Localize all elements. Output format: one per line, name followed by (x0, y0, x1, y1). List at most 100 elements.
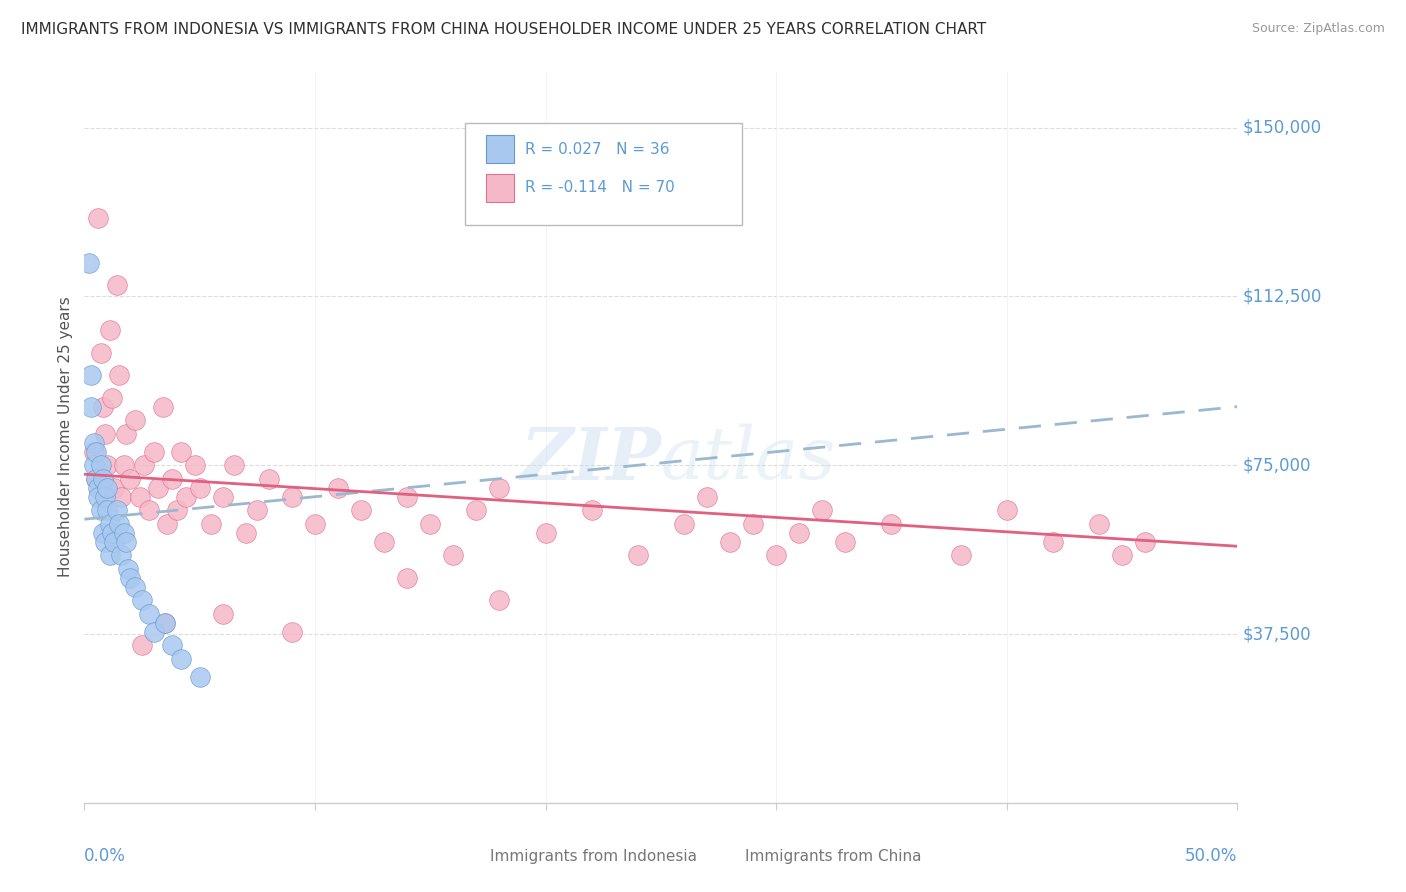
Point (211, 607, 233, 621)
Point (138, 607, 160, 621)
Point (995, 503, 1018, 517)
Point (124, 413, 146, 427)
Text: $112,500: $112,500 (1243, 287, 1323, 305)
Point (1088, 516, 1111, 531)
Point (373, 534, 395, 549)
Point (787, 525, 810, 540)
Point (188, 670, 211, 684)
Text: Source: ZipAtlas.com: Source: ZipAtlas.com (1251, 22, 1385, 36)
Point (77, 255, 100, 269)
Point (441, 548, 464, 562)
Point (83, 435, 105, 450)
FancyBboxPatch shape (485, 174, 515, 202)
Point (696, 490, 718, 504)
Text: atlas: atlas (661, 424, 837, 494)
FancyBboxPatch shape (465, 122, 741, 225)
Point (124, 580, 146, 594)
Text: 50.0%: 50.0% (1185, 847, 1237, 864)
Point (91, 525, 114, 540)
Point (96, 481, 118, 495)
Point (350, 503, 373, 517)
Point (1111, 548, 1133, 562)
Point (627, 548, 650, 562)
Point (160, 638, 183, 652)
Text: IMMIGRANTS FROM INDONESIA VS IMMIGRANTS FROM CHINA HOUSEHOLDER INCOME UNDER 25 Y: IMMIGRANTS FROM INDONESIA VS IMMIGRANTS … (21, 22, 987, 37)
Text: R = 0.027   N = 36: R = 0.027 N = 36 (524, 142, 669, 157)
Point (110, 490, 132, 504)
Point (80, 400, 103, 414)
Point (396, 490, 419, 504)
Point (89, 503, 111, 517)
Point (880, 516, 903, 531)
Point (120, 472, 142, 486)
Point (83, 444, 105, 458)
Point (534, 525, 557, 540)
Point (396, 571, 419, 585)
Point (112, 458, 135, 473)
Point (96, 458, 118, 473)
Point (811, 503, 834, 517)
Text: $150,000: $150,000 (1243, 119, 1322, 136)
Text: $37,500: $37,500 (1243, 625, 1312, 643)
Point (94, 490, 117, 504)
Point (765, 548, 787, 562)
Point (153, 615, 176, 630)
Point (246, 503, 269, 517)
Point (101, 525, 124, 540)
Point (120, 571, 142, 585)
Point (142, 624, 165, 639)
FancyBboxPatch shape (713, 846, 738, 867)
Point (98, 548, 121, 562)
Text: 0.0%: 0.0% (84, 847, 127, 864)
Point (103, 534, 125, 549)
Point (304, 516, 326, 531)
Point (87, 481, 110, 495)
Point (138, 503, 160, 517)
Point (834, 534, 856, 549)
Point (80, 368, 103, 383)
Point (211, 490, 233, 504)
Point (134, 458, 156, 473)
Point (105, 278, 128, 293)
Point (153, 615, 176, 630)
Point (152, 400, 174, 414)
Point (488, 593, 510, 607)
Point (108, 516, 131, 531)
Point (581, 503, 603, 517)
Point (465, 503, 488, 517)
Point (1133, 534, 1156, 549)
Point (101, 391, 124, 405)
Point (200, 516, 222, 531)
Point (718, 534, 741, 549)
Point (281, 624, 304, 639)
Point (84, 472, 107, 486)
Point (89, 458, 111, 473)
Point (184, 458, 207, 473)
Point (170, 444, 193, 458)
Point (742, 516, 765, 531)
FancyBboxPatch shape (460, 846, 485, 867)
Point (103, 481, 125, 495)
Point (166, 503, 188, 517)
Point (105, 503, 128, 517)
Point (91, 472, 114, 486)
Point (117, 562, 139, 576)
Text: $75,000: $75,000 (1243, 456, 1312, 475)
Point (160, 472, 183, 486)
Point (170, 652, 193, 666)
Point (131, 638, 153, 652)
Point (83, 458, 105, 473)
Point (110, 548, 132, 562)
Point (94, 534, 117, 549)
Point (156, 516, 179, 531)
Point (419, 516, 441, 531)
Point (281, 490, 304, 504)
FancyBboxPatch shape (485, 136, 515, 163)
Y-axis label: Householder Income Under 25 years: Householder Income Under 25 years (58, 297, 73, 577)
Text: Immigrants from Indonesia: Immigrants from Indonesia (491, 848, 697, 863)
Point (89, 345, 111, 359)
Point (94, 426, 117, 441)
Point (112, 525, 135, 540)
Point (188, 481, 211, 495)
Point (1042, 534, 1064, 549)
